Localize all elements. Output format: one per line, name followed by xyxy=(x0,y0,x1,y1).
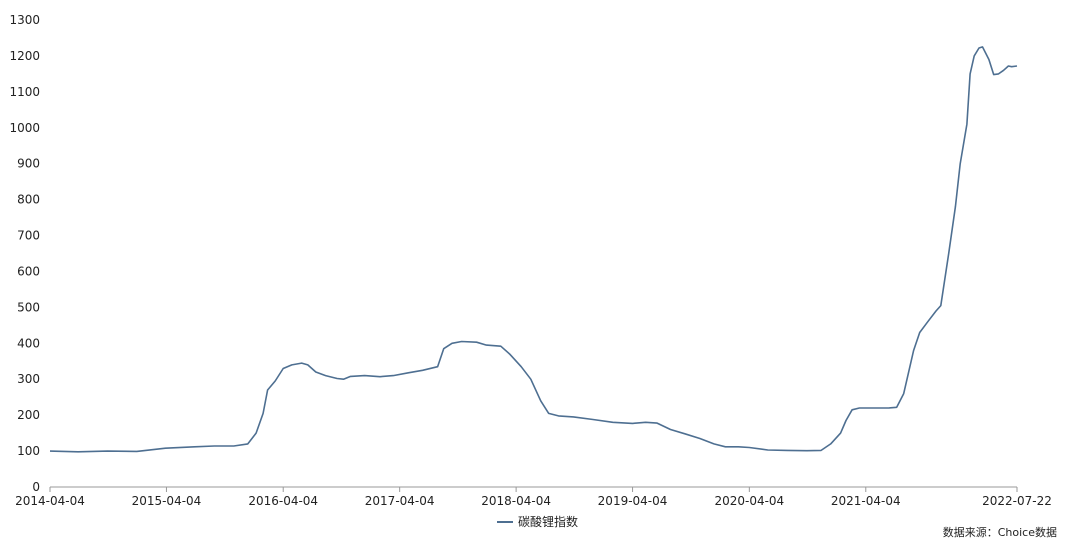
x-tick-label: 2014-04-04 xyxy=(15,494,85,508)
data-source-note: 数据来源：Choice数据 xyxy=(942,526,1057,539)
x-tick-label: 2019-04-04 xyxy=(598,494,668,508)
x-tick-label: 2020-04-04 xyxy=(714,494,784,508)
y-tick-label: 300 xyxy=(17,372,40,386)
y-tick-label: 0 xyxy=(32,480,40,494)
y-tick-label: 900 xyxy=(17,157,40,171)
x-tick-label: 2021-04-04 xyxy=(831,494,901,508)
y-tick-label: 400 xyxy=(17,336,40,350)
series-line xyxy=(49,46,1018,453)
y-tick-label: 1100 xyxy=(9,85,40,99)
y-tick-label: 1000 xyxy=(9,121,40,135)
y-tick-label: 200 xyxy=(17,408,40,422)
y-tick-label: 800 xyxy=(17,193,40,207)
x-tick-label: 2015-04-04 xyxy=(132,494,202,508)
y-tick-label: 1200 xyxy=(9,49,40,63)
y-tick-label: 100 xyxy=(17,444,40,458)
legend-label: 碳酸锂指数 xyxy=(518,514,578,529)
x-tick-label: 2018-04-04 xyxy=(481,494,551,508)
x-tick-label: 2016-04-04 xyxy=(248,494,318,508)
y-tick-label: 600 xyxy=(17,264,40,278)
legend: 碳酸锂指数 xyxy=(497,514,578,529)
y-tick-label: 700 xyxy=(17,229,40,243)
x-tick-label: 2022-07-22 xyxy=(982,494,1052,508)
y-tick-label: 1300 xyxy=(9,13,40,27)
series-layer xyxy=(49,46,1018,453)
x-tick-label: 2017-04-04 xyxy=(365,494,435,508)
y-tick-label: 500 xyxy=(17,300,40,314)
x-axis: 2014-04-04 2015-04-04 2016-04-04 2017-04-04… xyxy=(15,486,1052,508)
y-axis: 0 100 200 300 400 500 600 700 800 900 1000 1100 1200… xyxy=(9,13,40,494)
